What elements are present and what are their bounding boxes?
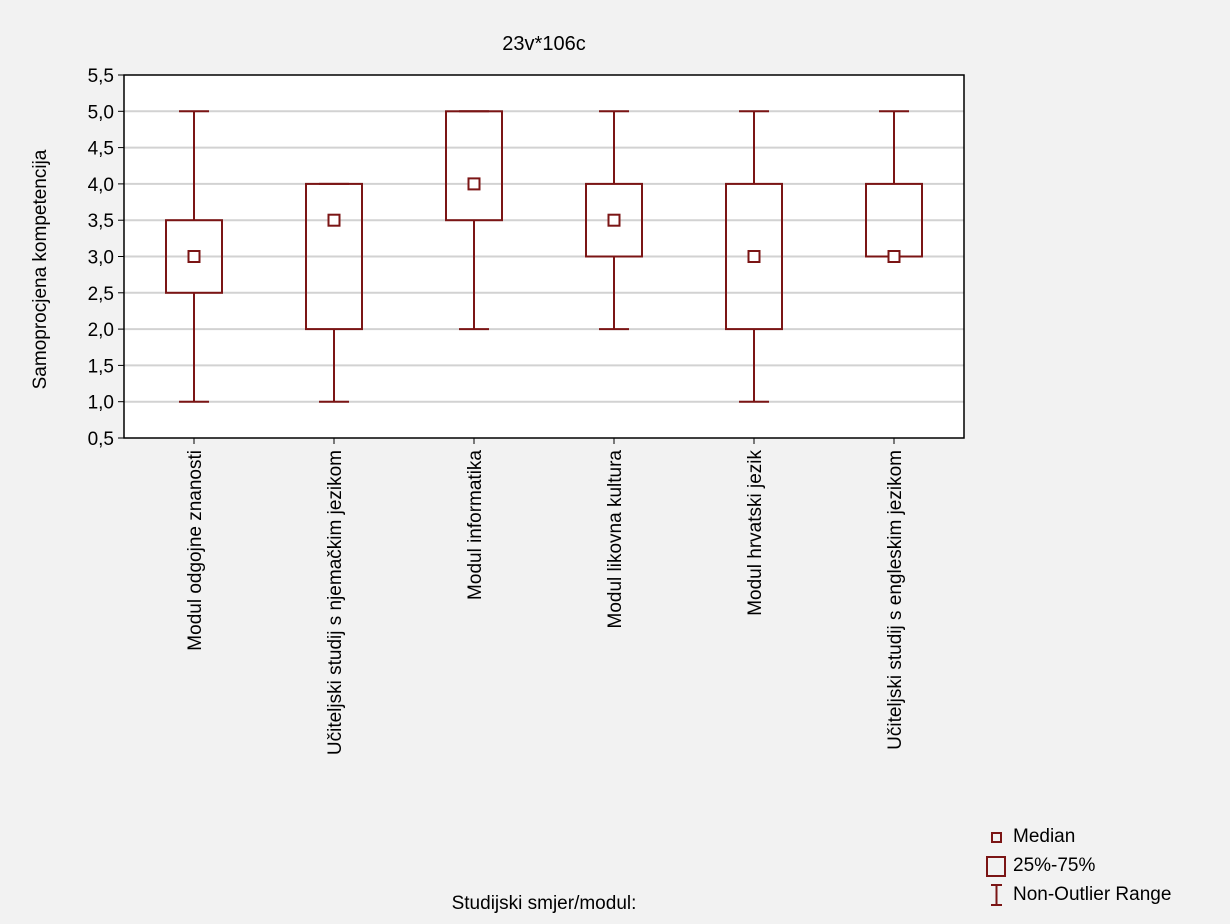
iqr-box (305, 182, 363, 331)
iqr-box (585, 182, 643, 258)
legend-item-range: Non-Outlier Range (985, 880, 1171, 909)
x-tick-label: Modul odgojne znanosti (185, 450, 206, 651)
x-tick-label: Modul likovna kultura (605, 450, 626, 629)
x-axis-label: Studijski smjer/modul: (452, 893, 637, 914)
median-marker (887, 250, 901, 263)
y-tick-label: 1,5 (88, 356, 114, 377)
y-tick-label: 5,5 (88, 66, 114, 87)
y-tick-label: 4,0 (88, 175, 114, 196)
x-tick-label: Učiteljski studij s njemačkim jezikom (325, 450, 346, 755)
y-tick-label: 0,5 (88, 429, 114, 450)
y-tick-label: 2,5 (88, 284, 114, 305)
y-tick-label: 1,0 (88, 393, 114, 414)
median-marker (607, 213, 621, 227)
iqr-box (445, 110, 503, 222)
median-marker-icon (985, 825, 1009, 849)
y-tick-label: 2,0 (88, 320, 114, 341)
chart-title: 23v*106c (502, 33, 585, 55)
iqr-box (725, 182, 783, 331)
y-tick-label: 3,0 (88, 248, 114, 269)
x-tick-label: Modul hrvatski jezik (745, 450, 766, 616)
median-marker (747, 250, 761, 263)
y-axis-label: Samoprocjena kompetencija (30, 149, 51, 389)
y-tick-label: 4,5 (88, 139, 114, 160)
y-tick-label: 3,5 (88, 211, 114, 232)
median-marker (327, 213, 341, 227)
iqr-box (165, 219, 223, 294)
legend-item-median: Median (985, 822, 1171, 851)
chart-legend: Median 25%-75% Non-Outlier Range (985, 822, 1171, 909)
legend-label: Non-Outlier Range (1013, 883, 1172, 905)
x-tick-label: Učiteljski studij s engleskim jezikom (885, 450, 906, 750)
legend-label: 25%-75% (1013, 854, 1096, 876)
legend-label: Median (1013, 825, 1076, 847)
y-tick-label: 5,0 (88, 102, 114, 123)
median-marker (467, 177, 481, 191)
whisker-marker-icon (985, 883, 1009, 907)
plot-frame (123, 74, 965, 439)
x-tick-label: Modul informatika (465, 450, 486, 600)
box-marker-icon (985, 854, 1009, 878)
median-marker (187, 250, 201, 263)
legend-item-iqr: 25%-75% (985, 851, 1171, 880)
